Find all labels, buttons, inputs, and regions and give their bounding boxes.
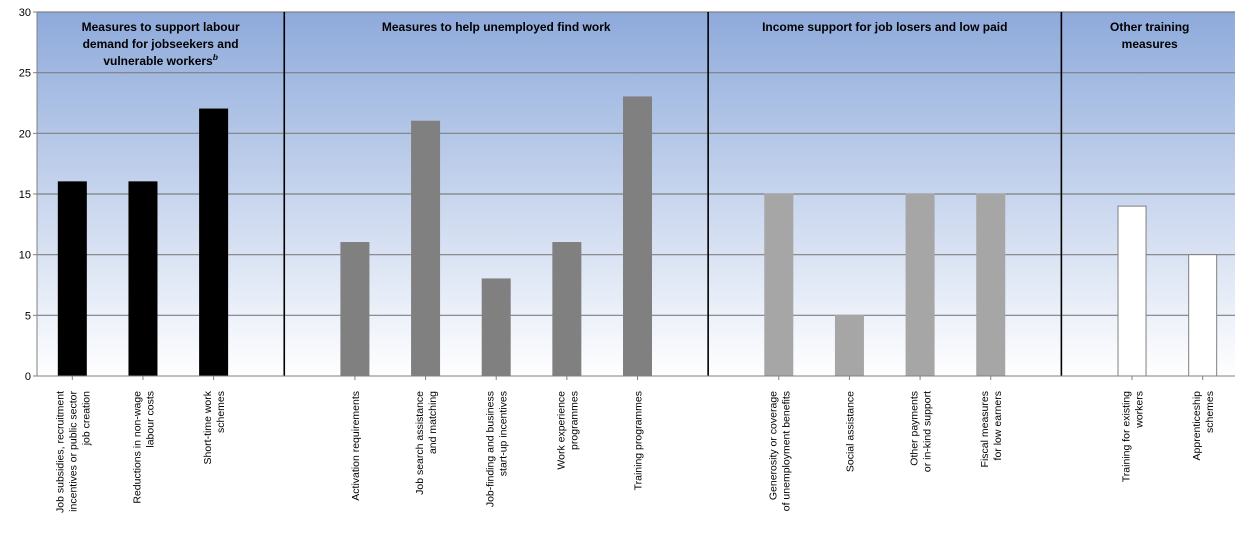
x-tick-label-line: Reductions in non-wage	[131, 391, 143, 504]
x-tick-label-line: programmes	[568, 391, 580, 450]
group-title-text: Measures to help unemployed find work	[382, 20, 611, 34]
group-titles: Measures to support labour demand for job…	[82, 20, 1190, 68]
y-tick-labels: 0 5 10 15 20 25 30	[19, 7, 31, 383]
x-tick-label-line: of unemployment benefits	[780, 391, 792, 511]
x-tick-label-line: Training for existing	[1121, 391, 1133, 482]
group-title: vulnerable workersb	[103, 52, 218, 68]
bar	[128, 181, 158, 377]
group-title: demand for jobseekers and	[83, 37, 239, 51]
bar	[764, 193, 794, 377]
bar	[976, 193, 1006, 377]
x-tick-label-line: Apprenticeship	[1191, 391, 1203, 461]
group-title: Other training	[1110, 20, 1189, 34]
x-tick-label: Training programmes	[633, 391, 645, 490]
bar	[905, 193, 935, 377]
x-tick-label: Training for existingworkers	[1121, 391, 1146, 482]
group-title-text: Income support for job losers and low pa…	[762, 20, 1007, 34]
group-title-text: Other training	[1110, 20, 1189, 34]
x-tick-label-line: job creation	[80, 391, 92, 446]
x-tick-label-line: schemes	[215, 391, 227, 433]
bar	[199, 108, 229, 377]
x-tick-label-line: Other payments	[909, 391, 921, 466]
group-dividers	[283, 12, 1063, 376]
x-tick-label-line: start-up incentives	[498, 391, 510, 476]
x-tick-label-line: workers	[1134, 391, 1146, 429]
y-tick-label: 10	[19, 250, 31, 262]
group-title: measures	[1122, 37, 1178, 51]
bar	[623, 96, 652, 377]
x-tick-label: Social assistance	[844, 391, 856, 472]
x-tick-label-line: labour costs	[144, 391, 156, 448]
bar	[411, 120, 441, 377]
x-tick-label-line: Training programmes	[633, 391, 645, 490]
x-tick-label: Short-time workschemes	[202, 390, 227, 464]
x-tick-label-line: Activation requirements	[350, 391, 362, 501]
bar	[1117, 205, 1147, 377]
x-tick-labels: Job subsidies, recruitmentincentives or …	[54, 390, 1216, 513]
group-title-superscript: b	[213, 52, 218, 62]
x-tick-label: Generosity or coverageof unemployment be…	[767, 391, 792, 511]
group-title: Measures to support labour	[82, 20, 240, 34]
bar	[552, 242, 582, 377]
x-tick-label-line: schemes	[1204, 391, 1216, 433]
bar	[1188, 254, 1218, 377]
x-tick-label: Fiscal measuresfor low earners	[979, 391, 1004, 467]
bar	[481, 278, 511, 377]
x-tick-label-line: for low earners	[992, 391, 1004, 460]
x-tick-label-line: Generosity or coverage	[767, 391, 779, 500]
x-tick-label: Job subsidies, recruitmentincentives or …	[54, 391, 92, 513]
y-tick-label: 30	[19, 7, 31, 19]
group-title-text: vulnerable workers	[103, 54, 213, 68]
group-title-text: Measures to support labour	[82, 20, 240, 34]
y-tick-label: 20	[19, 128, 31, 140]
bar	[340, 242, 370, 377]
y-tick-label: 25	[19, 68, 31, 80]
x-tick-label-line: incentives or public sector	[67, 391, 79, 512]
x-tick-label: Activation requirements	[350, 391, 362, 501]
x-tick-label-line: Social assistance	[844, 391, 856, 472]
bar	[57, 181, 87, 377]
x-tick-label: Apprenticeshipschemes	[1191, 391, 1216, 461]
x-tick-label-line: Job-finding and business	[485, 391, 497, 507]
x-tick-label-line: Short-time work	[202, 390, 214, 464]
group-title-text: measures	[1122, 37, 1178, 51]
y-tick-label: 0	[25, 371, 31, 383]
x-tick-label-line: Work experience	[555, 391, 567, 470]
group-title: Measures to help unemployed find work	[382, 20, 611, 34]
x-tick-label-line: Fiscal measures	[979, 391, 991, 467]
x-tick-label-line: Job search assistance	[414, 391, 426, 495]
group-title-text: demand for jobseekers and	[83, 37, 239, 51]
axes	[33, 11, 1235, 380]
y-tick-label: 5	[25, 310, 31, 322]
x-tick-label: Other paymentsor in-kind support	[909, 391, 934, 472]
x-tick-label: Work experienceprogrammes	[555, 391, 580, 470]
x-tick-label: Job search assistanceand matching	[414, 391, 439, 495]
x-tick-label-line: Job subsidies, recruitment	[54, 391, 66, 513]
x-tick-label-line: and matching	[427, 391, 439, 454]
bars	[57, 96, 1218, 377]
group-title: Income support for job losers and low pa…	[762, 20, 1007, 34]
y-tick-label: 15	[19, 189, 31, 201]
x-tick-label-line: or in-kind support	[922, 391, 934, 472]
x-tick-label: Reductions in non-wagelabour costs	[131, 391, 156, 504]
x-tick-label: Job-finding and businessstart-up incenti…	[485, 391, 510, 507]
bar	[834, 314, 864, 377]
